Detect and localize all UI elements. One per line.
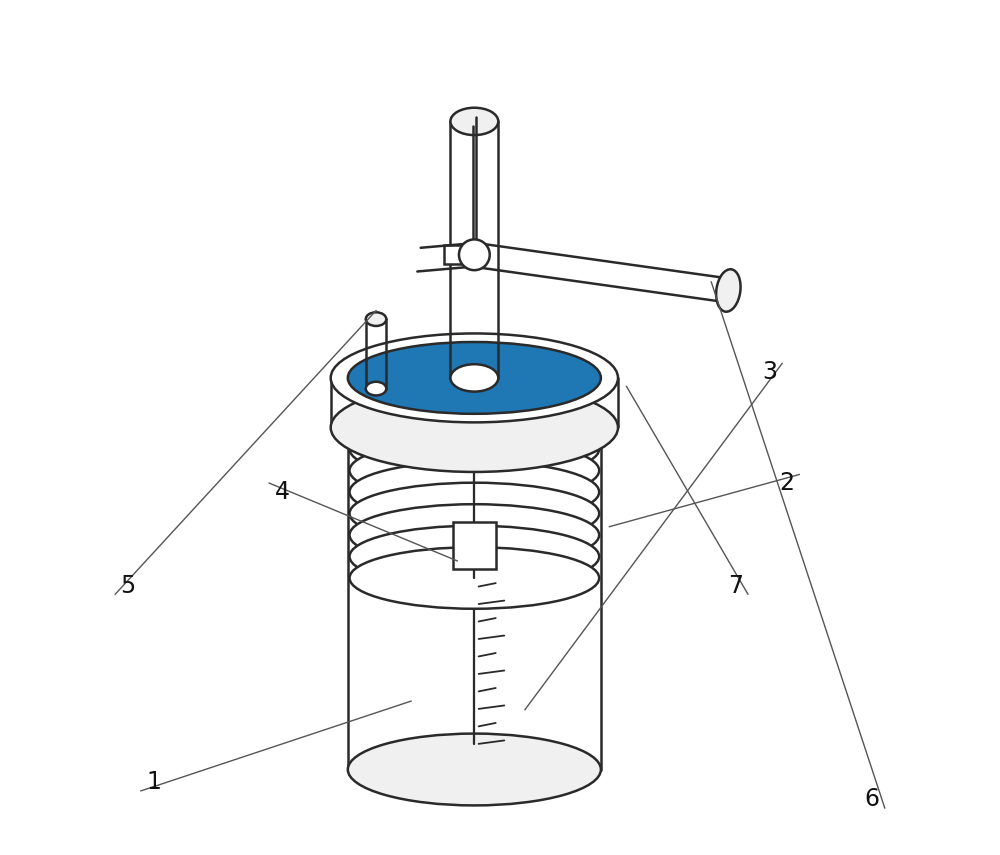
Ellipse shape: [450, 108, 498, 135]
Ellipse shape: [350, 418, 599, 480]
Ellipse shape: [350, 397, 599, 458]
Circle shape: [459, 239, 490, 270]
Ellipse shape: [331, 383, 618, 472]
Ellipse shape: [350, 526, 599, 587]
Text: 6: 6: [864, 787, 879, 811]
Ellipse shape: [331, 333, 618, 422]
Text: 5: 5: [120, 574, 136, 598]
Ellipse shape: [350, 504, 599, 566]
Ellipse shape: [716, 269, 741, 312]
Ellipse shape: [350, 461, 599, 522]
Ellipse shape: [350, 483, 599, 545]
Ellipse shape: [350, 439, 599, 501]
Text: 4: 4: [274, 480, 289, 504]
Ellipse shape: [450, 364, 498, 392]
Ellipse shape: [350, 547, 599, 609]
Ellipse shape: [348, 342, 601, 414]
Ellipse shape: [366, 381, 386, 395]
Ellipse shape: [348, 734, 601, 805]
Bar: [444, 245, 474, 264]
Bar: [453, 522, 496, 569]
Text: 3: 3: [762, 360, 777, 384]
Ellipse shape: [348, 392, 601, 463]
Text: 1: 1: [146, 770, 161, 794]
Text: 7: 7: [728, 574, 743, 598]
Ellipse shape: [366, 312, 386, 326]
Text: 2: 2: [779, 471, 794, 495]
